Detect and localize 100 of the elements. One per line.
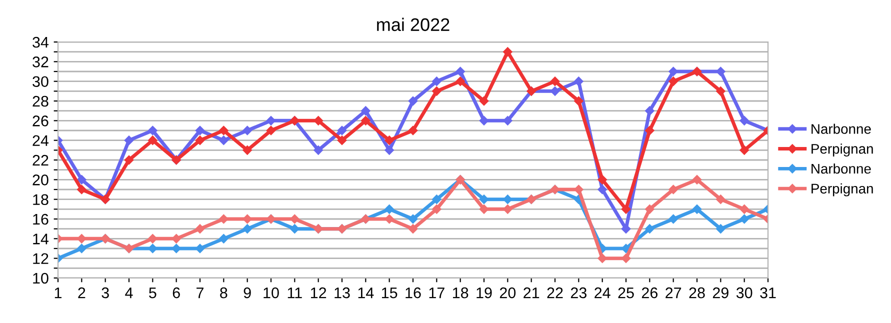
point <box>432 204 442 214</box>
point <box>384 146 394 155</box>
x-tick-label: 29 <box>712 287 728 298</box>
x-tick-label: 30 <box>736 287 752 298</box>
x-tick-label: 15 <box>382 288 398 298</box>
point <box>598 175 607 184</box>
x-tick-label: 11 <box>288 288 302 298</box>
x-tick-label: 22 <box>547 287 563 298</box>
point <box>716 224 726 234</box>
point <box>479 96 489 106</box>
x-tick-label: 19 <box>476 287 492 298</box>
point <box>77 184 86 194</box>
x-tick-label: 28 <box>689 287 705 298</box>
y-tick-label: 14 <box>33 234 49 244</box>
legend-label: Narbonne <box>812 163 871 174</box>
point <box>148 126 158 136</box>
x-tick-label: 21 <box>524 287 540 298</box>
point <box>716 194 726 204</box>
point <box>172 244 181 254</box>
point <box>195 244 205 254</box>
y-tick-label: 28 <box>32 96 48 107</box>
x-tick-label: 27 <box>666 287 682 298</box>
point <box>195 136 205 145</box>
legend-label: Narbonne <box>812 124 871 134</box>
y-tick-label: 24 <box>32 135 49 146</box>
point <box>290 224 300 234</box>
point <box>740 116 749 126</box>
point <box>479 116 489 126</box>
y-tick-label: 34 <box>32 36 49 48</box>
x-tick-label: 25 <box>618 287 634 298</box>
point <box>621 204 631 214</box>
point <box>148 244 158 254</box>
point <box>384 214 394 224</box>
y-tick-label: 22 <box>32 154 48 166</box>
point <box>574 184 584 194</box>
point <box>124 136 134 145</box>
x-tick-label: 2 <box>78 287 86 298</box>
point <box>408 96 418 106</box>
point <box>645 224 654 234</box>
legend-label: Perpignan <box>812 144 873 157</box>
y-tick-label: 32 <box>32 56 48 68</box>
point <box>361 116 370 126</box>
point <box>668 184 678 194</box>
y-tick-label: 10 <box>33 272 48 284</box>
point <box>361 106 370 116</box>
point <box>384 204 394 214</box>
point <box>242 146 252 155</box>
point <box>598 184 607 194</box>
x-tick-label: 13 <box>334 287 350 298</box>
point <box>598 254 607 263</box>
point <box>740 204 749 214</box>
x-tick-label: 8 <box>220 287 228 298</box>
point <box>242 126 252 136</box>
x-tick-label: 12 <box>311 287 326 298</box>
y-tick-label: 12 <box>33 253 48 264</box>
x-tick-label: 14 <box>358 288 374 298</box>
point <box>77 175 86 184</box>
point <box>456 76 465 86</box>
point <box>668 214 678 224</box>
x-tick-label: 7 <box>196 288 204 298</box>
point <box>408 224 418 234</box>
y-tick-label: 20 <box>32 174 48 186</box>
x-tick-label: 24 <box>594 287 610 298</box>
point <box>219 136 228 145</box>
point <box>740 146 749 155</box>
point <box>195 126 205 136</box>
x-tick-label: 18 <box>453 287 468 298</box>
point <box>692 204 702 214</box>
x-tick-label: 3 <box>102 287 109 298</box>
point <box>219 126 228 136</box>
point <box>668 76 678 86</box>
y-tick-label: 18 <box>33 194 48 206</box>
point <box>479 194 489 204</box>
point <box>645 204 654 214</box>
chart-title: mai 2022 <box>377 18 450 32</box>
x-tick-label: 26 <box>642 287 658 298</box>
y-tick-label: 26 <box>32 116 48 126</box>
x-tick-label: 16 <box>406 287 421 298</box>
point <box>124 155 134 165</box>
point <box>77 244 86 254</box>
point <box>242 224 252 234</box>
point <box>621 254 631 263</box>
point <box>692 175 702 184</box>
point <box>384 136 394 145</box>
x-tick-label: 23 <box>570 287 586 298</box>
point <box>408 126 418 136</box>
x-tick-label: 1 <box>54 288 62 298</box>
point <box>503 116 512 126</box>
x-tick-label: 5 <box>149 288 156 298</box>
point <box>574 96 584 106</box>
point <box>148 136 158 145</box>
point <box>574 76 584 86</box>
x-tick-label: 6 <box>172 287 180 298</box>
point <box>716 86 726 96</box>
point <box>550 76 560 86</box>
point <box>740 214 749 224</box>
point <box>337 136 347 145</box>
point <box>337 126 347 136</box>
point <box>432 86 442 96</box>
legend-label: Perpignan <box>812 183 873 196</box>
